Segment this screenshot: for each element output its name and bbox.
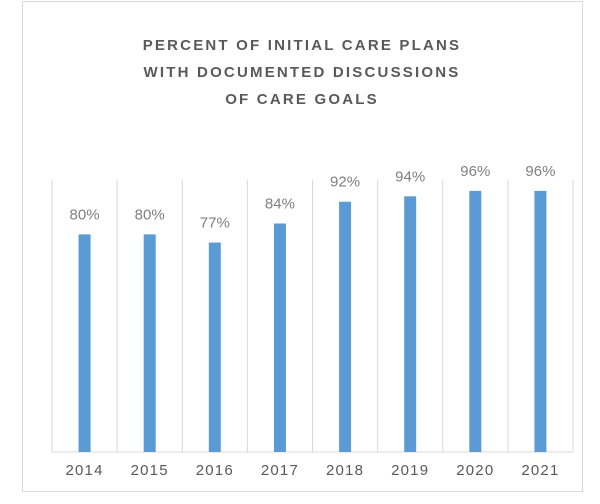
value-label: 92% — [330, 174, 360, 191]
x-tick-label: 2018 — [326, 462, 364, 479]
value-label: 80% — [135, 206, 165, 223]
chart-frame — [22, 1, 583, 492]
value-label: 96% — [460, 163, 490, 180]
value-label: 80% — [70, 206, 100, 223]
chart-title: OF CARE GOALS — [225, 91, 379, 108]
bar — [339, 201, 352, 452]
value-label: 77% — [200, 215, 230, 232]
bar — [534, 190, 547, 452]
bar — [208, 242, 221, 452]
x-tick-label: 2014 — [65, 462, 103, 479]
x-tick-label: 2015 — [131, 462, 169, 479]
chart-title: PERCENT OF INITIAL CARE PLANS — [143, 37, 462, 54]
bar — [78, 234, 91, 452]
bar — [404, 196, 417, 452]
value-label: 96% — [525, 163, 555, 180]
bar — [469, 190, 482, 452]
x-tick-label: 2020 — [456, 462, 494, 479]
chart-title: WITH DOCUMENTED DISCUSSIONS — [144, 64, 461, 81]
x-tick-label: 2017 — [261, 462, 299, 479]
x-tick-label: 2021 — [521, 462, 559, 479]
x-tick-label: 2019 — [391, 462, 429, 479]
x-tick-label: 2016 — [196, 462, 234, 479]
value-label: 94% — [395, 168, 425, 185]
value-label: 84% — [265, 195, 295, 212]
bar — [273, 223, 286, 452]
bar — [143, 234, 156, 452]
